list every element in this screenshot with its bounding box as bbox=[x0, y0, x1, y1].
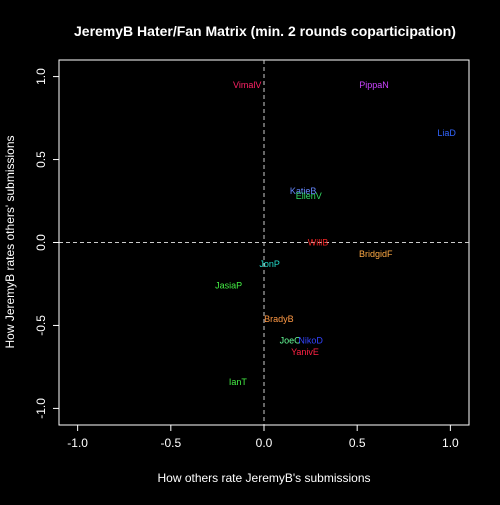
x-axis: -1.0 -0.5 0.0 0.5 1.0 bbox=[67, 424, 459, 450]
x-tick-label: -0.5 bbox=[160, 436, 181, 450]
data-point-label: JasiaP bbox=[215, 281, 242, 291]
x-tick-label: 0.0 bbox=[256, 436, 273, 450]
x-axis-label: How others rate JeremyB's submissions bbox=[157, 471, 370, 485]
y-tick-label: 0.5 bbox=[34, 151, 48, 168]
data-point-label: BridgidF bbox=[359, 249, 393, 259]
y-tick-label: -1.0 bbox=[34, 398, 48, 419]
x-tick-label: 1.0 bbox=[442, 436, 459, 450]
data-point-label: EllenV bbox=[296, 191, 322, 201]
y-axis: -1.0 -0.5 0.0 0.5 1.0 bbox=[34, 68, 60, 419]
data-point-label: JoeC bbox=[280, 335, 302, 345]
y-tick-label: -0.5 bbox=[34, 315, 48, 336]
y-tick-label: 1.0 bbox=[34, 68, 48, 85]
data-point-label: VimalV bbox=[233, 80, 261, 90]
data-point-label: LiaD bbox=[437, 128, 456, 138]
x-tick-label: -1.0 bbox=[67, 436, 88, 450]
y-axis-label: How JeremyB rates others' submissions bbox=[3, 135, 17, 348]
data-point-label: KatieB bbox=[290, 186, 317, 196]
data-point-label: JonP bbox=[259, 259, 280, 269]
data-point-label: WillB bbox=[308, 238, 329, 248]
data-point-label: PippaN bbox=[359, 80, 389, 90]
data-point-label: BradyB bbox=[264, 314, 294, 324]
y-tick-label: 0.0 bbox=[34, 234, 48, 251]
data-point-label: IanT bbox=[229, 377, 248, 387]
data-point-label: YanivE bbox=[291, 347, 319, 357]
chart-title: JeremyB Hater/Fan Matrix (min. 2 rounds … bbox=[74, 23, 456, 39]
data-point-label: NikoD bbox=[298, 335, 323, 345]
x-tick-label: 0.5 bbox=[349, 436, 366, 450]
